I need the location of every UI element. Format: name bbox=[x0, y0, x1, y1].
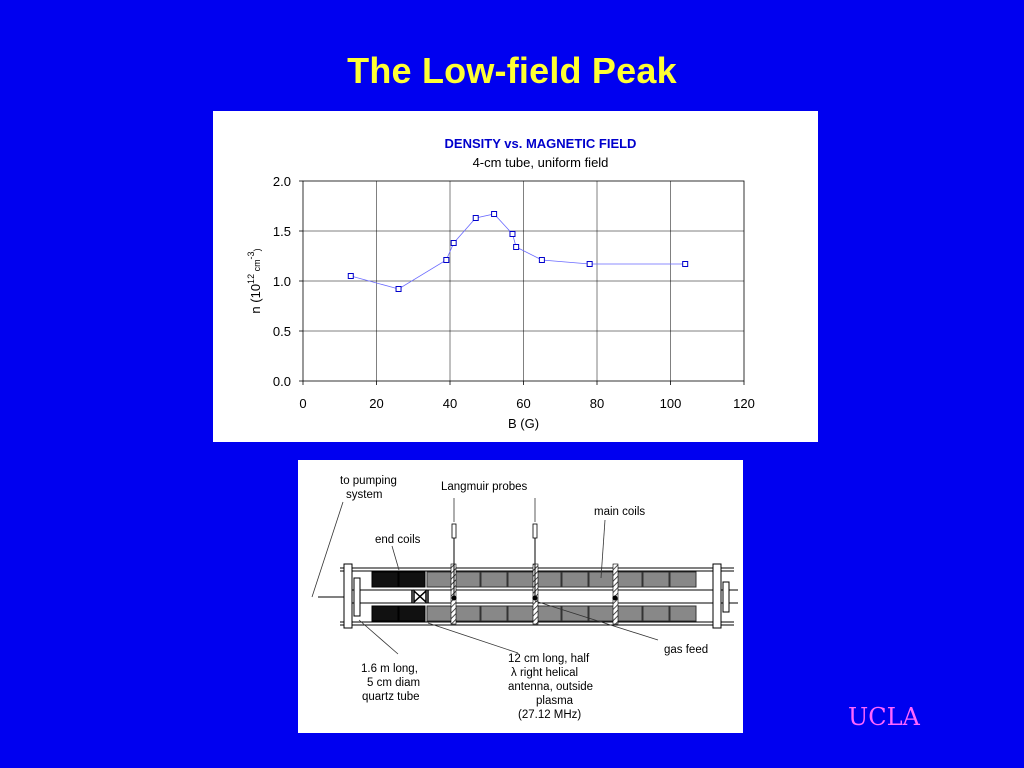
x-tick-label: 100 bbox=[660, 396, 682, 411]
label-tube-2: 5 cm diam bbox=[367, 677, 420, 689]
data-point bbox=[347, 273, 354, 279]
series-line bbox=[350, 213, 686, 290]
chart-subtitle: 4-cm tube, uniform field bbox=[473, 155, 609, 170]
valve-icon bbox=[411, 589, 429, 604]
coil-row-top bbox=[371, 571, 697, 588]
label-main-coils: main coils bbox=[594, 506, 645, 518]
x-tick-label: 40 bbox=[443, 396, 457, 411]
y-tick-label: 0.5 bbox=[273, 324, 291, 339]
label-antenna-2: λ right helical bbox=[511, 667, 578, 679]
label-pumping-2: system bbox=[346, 489, 382, 501]
langmuir-probes bbox=[450, 523, 619, 625]
apparatus-drawing: to pumping system Langmuir probes main c… bbox=[311, 475, 738, 721]
data-point bbox=[491, 211, 498, 217]
label-antenna-4: plasma bbox=[536, 695, 574, 707]
chart-title: DENSITY vs. MAGNETIC FIELD bbox=[445, 136, 637, 151]
data-point bbox=[538, 257, 545, 263]
data-point bbox=[395, 286, 402, 292]
label-gas-feed: gas feed bbox=[664, 644, 708, 656]
x-tick-label: 20 bbox=[369, 396, 383, 411]
leader-lines bbox=[311, 498, 659, 655]
label-antenna-3: antenna, outside bbox=[508, 681, 593, 693]
apparatus-diagram: to pumping system Langmuir probes main c… bbox=[298, 460, 743, 733]
diagram-labels: to pumping system Langmuir probes main c… bbox=[340, 475, 708, 721]
y-axis-label: n (1012 cm-3) bbox=[246, 248, 263, 313]
y-tick-label: 0.0 bbox=[273, 374, 291, 389]
slide-title: The Low-field Peak bbox=[347, 50, 677, 91]
y-tick-label: 1.0 bbox=[273, 274, 291, 289]
x-tick-label: 80 bbox=[590, 396, 604, 411]
x-tick-label: 60 bbox=[516, 396, 530, 411]
data-point bbox=[682, 261, 689, 267]
data-point bbox=[509, 231, 516, 237]
y-tick-label: 2.0 bbox=[273, 174, 291, 189]
label-langmuir: Langmuir probes bbox=[441, 481, 528, 493]
x-axis-label: B (G) bbox=[508, 416, 539, 431]
data-point bbox=[513, 244, 520, 250]
label-tube-1: 1.6 m long, bbox=[361, 663, 418, 675]
data-point bbox=[472, 215, 479, 221]
data-point bbox=[443, 257, 450, 263]
ucla-logo: UCLA bbox=[848, 703, 920, 731]
data-point bbox=[450, 240, 457, 246]
label-end-coils: end coils bbox=[375, 534, 421, 546]
label-antenna-5: (27.12 MHz) bbox=[518, 709, 581, 721]
label-pumping-1: to pumping bbox=[340, 475, 397, 487]
data-point bbox=[586, 261, 593, 267]
label-antenna-1: 12 cm long, half bbox=[508, 653, 590, 665]
label-tube-3: quartz tube bbox=[362, 691, 420, 703]
x-tick-label: 120 bbox=[733, 396, 755, 411]
chart-panel: DENSITY vs. MAGNETIC FIELD 4-cm tube, uni… bbox=[213, 111, 818, 442]
x-tick-label: 0 bbox=[299, 396, 306, 411]
y-tick-label: 1.5 bbox=[273, 224, 291, 239]
density-chart: DENSITY vs. MAGNETIC FIELD 4-cm tube, uni… bbox=[246, 136, 755, 431]
